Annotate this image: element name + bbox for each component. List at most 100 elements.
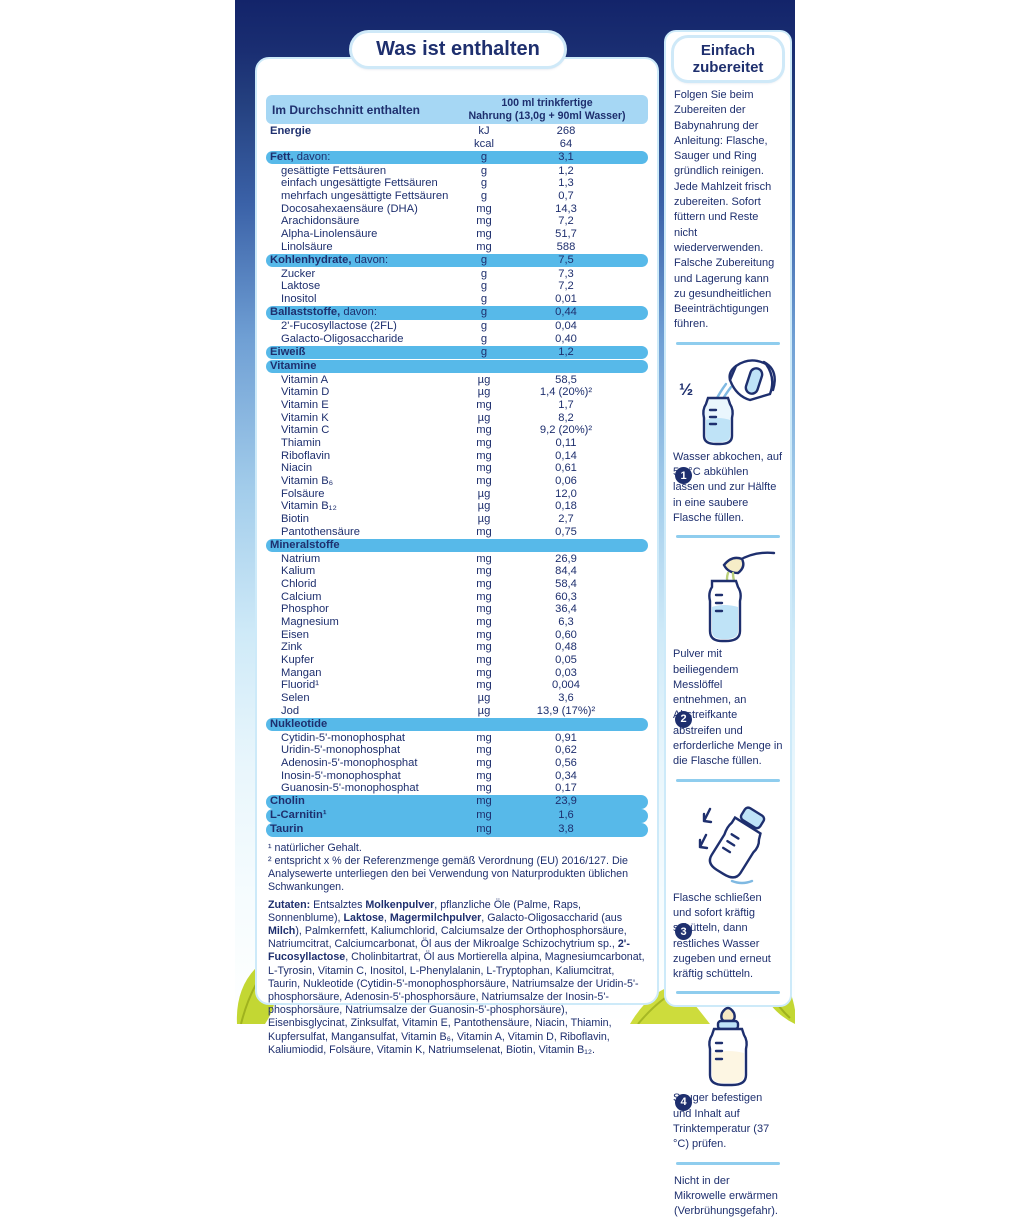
nutrient-unit: mg [476, 782, 492, 795]
table-row: Cholin mg 23,9 [266, 795, 648, 809]
nutrient-unit: mg [476, 809, 492, 822]
nutrient-unit: mg [476, 552, 492, 565]
nutrient-label: Jod [281, 704, 300, 717]
page-title-text: Was ist enthalten [376, 38, 540, 60]
ingredient-segment: Milch [268, 925, 296, 937]
nutrient-unit: mg [476, 756, 492, 769]
nutrient-value: 0,44 [555, 306, 577, 319]
table-row: Arachidonsäure mg 7,2 [264, 215, 650, 228]
nutrient-value: 3,6 [558, 691, 574, 704]
table-row: L-Carnitin¹ mg 1,6 [266, 809, 648, 823]
table-row: Riboflavin mg 0,14 [264, 450, 650, 463]
nutrient-label: Vitamin K [281, 411, 329, 424]
nutrient-value: 0,91 [555, 731, 577, 744]
divider [676, 341, 780, 345]
nutrient-value: 2,7 [558, 512, 574, 525]
nutrient-value: 0,06 [555, 474, 577, 487]
footnote-2: ² entspricht x % der Referenzmenge gemäß… [268, 854, 629, 893]
nutrient-unit: mg [476, 653, 492, 666]
nutrient-value: 12,0 [555, 487, 577, 500]
nutrient-unit: mg [476, 731, 492, 744]
nutrient-label: L-Carnitin¹ [270, 809, 327, 822]
ingredient-segment: Molkenpulver [365, 898, 435, 911]
nutrient-unit: kJ [478, 125, 490, 137]
nutrient-label: Laktose [281, 280, 321, 293]
table-row: Vitamin B₁₂ µg 0,18 [264, 500, 650, 513]
nutrient-unit: g [480, 190, 488, 203]
table-row: Energie kJ 268 [264, 125, 650, 138]
nutrient-value: 23,9 [555, 795, 577, 808]
nutrient-label: Linolsäure [281, 240, 333, 253]
nutrient-label: Guanosin-5'-monophosphat [281, 782, 419, 795]
nutrition-rows: Energie kJ 268 kcal 64 Fett, davon: g 3,1 gesätt… [264, 125, 650, 837]
table-row: Kalium mg 84,4 [264, 565, 650, 578]
nutrient-value: 0,40 [555, 332, 577, 345]
nutrient-unit: g [480, 150, 488, 163]
ingredient-segment: , Cholinbitartrat, Öl aus Mortierella al… [268, 951, 645, 1056]
step-text: Wasser abkochen, auf 50 °C abkühlen lass… [673, 450, 783, 524]
table-row: Natrium mg 26,9 [264, 553, 650, 566]
nutrient-label: Magnesium [281, 615, 339, 628]
table-row: Guanosin-5'-monophosphat mg 0,17 [264, 782, 650, 795]
table-row: Uridin-5'-monophosphat mg 0,62 [264, 744, 650, 757]
table-row: Vitamin B₆ mg 0,06 [264, 475, 650, 488]
nutrient-label: Galacto-Oligosaccharide [281, 332, 404, 345]
table-header: Im Durchschnitt enthalten 100 ml trinkfe… [266, 95, 648, 124]
nutrient-value: 1,2 [558, 345, 574, 358]
nutrient-unit: mg [476, 240, 492, 253]
nutrient-value: 36,4 [555, 603, 577, 616]
nutrient-value: 14,3 [555, 202, 577, 215]
nutrient-label: Vitamine [270, 359, 317, 372]
nutrient-label: Niacin [281, 462, 313, 475]
nutrient-label: Cytidin-5'-monophosphat [281, 731, 406, 744]
nutrient-label: Energie [270, 125, 312, 137]
nutrient-unit: µg [477, 386, 491, 399]
nutrient-label: Thiamin [281, 437, 321, 449]
nutrient-unit: mg [476, 228, 492, 240]
preparation-panel: Einfach zubereitet Folgen Sie beim Zuber… [664, 30, 792, 1217]
nutrient-label: Vitamin B₁₂ [281, 500, 337, 513]
nutrient-value: 0,05 [555, 653, 577, 666]
nutrient-unit: µg [477, 487, 491, 500]
nutrient-unit: µg [477, 691, 491, 704]
nutrient-value: 588 [556, 240, 576, 253]
nutrient-value: 0,61 [555, 462, 577, 475]
nutrient-label: Kupfer [281, 653, 314, 666]
table-row: Taurin mg 3,8 [266, 823, 648, 837]
nutrient-label: einfach ungesättigte Fettsäuren [281, 177, 438, 190]
nutrient-unit: kcal [474, 137, 494, 150]
nutrient-value: 0,56 [555, 756, 577, 769]
divider [676, 778, 780, 782]
ingredient-segment: Entsalztes [313, 898, 366, 911]
table-row: Zink mg 0,48 [264, 641, 650, 654]
nutrient-label: mehrfach ungesättigte Fettsäuren [281, 190, 449, 203]
nutrient-unit: mg [476, 424, 492, 437]
table-row: Thiamin mg 0,11 [264, 437, 650, 450]
nutrient-label: Adenosin-5'-monophosphat [281, 756, 418, 769]
nutrient-unit: mg [476, 215, 492, 228]
divider [676, 991, 780, 995]
preparation-title: Einfach zubereitet [674, 38, 782, 80]
table-header-col1: Im Durchschnitt enthalten [272, 102, 421, 117]
nutrient-unit: mg [476, 462, 492, 475]
divider [676, 1161, 780, 1165]
table-row: Biotin µg 2,7 [264, 513, 650, 526]
footnotes: ¹ natürlicher Gehalt. ² entspricht x % d… [268, 842, 646, 894]
nutrient-unit: mg [476, 769, 492, 782]
step-number-badge: 1 [675, 467, 692, 485]
nutrient-unit: mg [476, 615, 492, 628]
nutrient-value: 51,7 [555, 228, 577, 240]
table-row: Mangan mg 0,03 [264, 667, 650, 680]
nutrient-value: 1,3 [558, 177, 574, 190]
nutrient-value: 0,7 [558, 190, 574, 203]
nutrient-label: Riboflavin [281, 449, 331, 462]
microwave-warning: Nicht in der Mikrowelle erwärmen (Verbrü… [674, 1174, 778, 1218]
nutrient-value: 7,3 [558, 267, 574, 280]
table-row: Cytidin-5'-monophosphat mg 0,91 [264, 732, 650, 745]
table-row: Pantothensäure mg 0,75 [264, 526, 650, 539]
table-row: Vitamin K µg 8,2 [264, 412, 650, 425]
preparation-step-4: 4 Sauger befestigen und Inhalt auf Trinkt… [673, 1003, 783, 1152]
nutrient-value: 26,9 [555, 552, 577, 565]
ingredient-segment: 2'-Fucosyllactose [268, 938, 630, 964]
nutrient-label: Mineralstoffe [270, 538, 340, 551]
